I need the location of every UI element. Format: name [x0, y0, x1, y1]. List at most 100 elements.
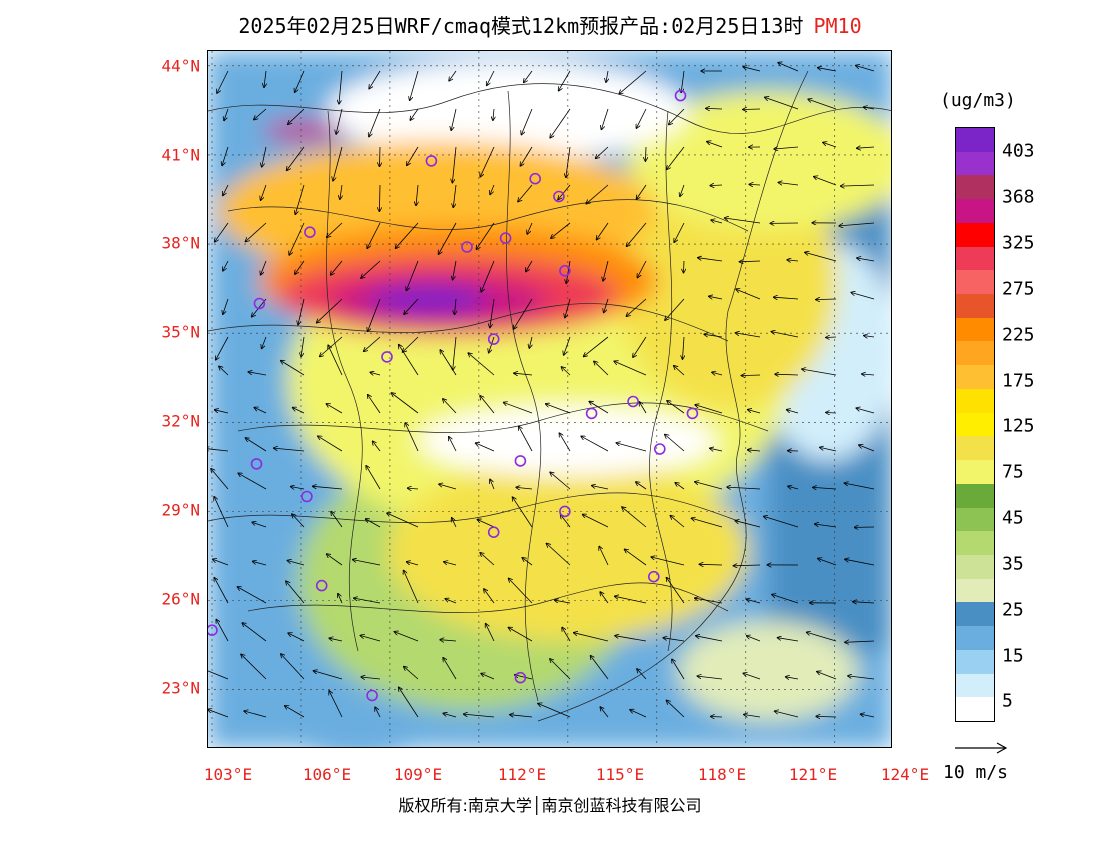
wind-vector [366, 466, 381, 490]
wind-vector [672, 659, 685, 680]
wind-vector [856, 66, 875, 72]
wind-vector [375, 707, 381, 718]
wind-vector [486, 624, 495, 642]
wind-vector [710, 448, 723, 451]
wind-vector [581, 436, 609, 452]
wind-vector [340, 184, 342, 199]
wind-vector [399, 345, 419, 376]
wind-vector [529, 336, 532, 348]
wind-vector [547, 544, 571, 566]
wind-vector [287, 561, 305, 566]
pm10-map [208, 51, 891, 747]
wind-vector [518, 184, 533, 202]
wind-vector [771, 332, 799, 338]
wind-vector [692, 518, 723, 528]
wind-vector [387, 513, 419, 528]
lon-label: 115°E [595, 765, 645, 784]
wind-vector [439, 484, 457, 490]
wind-vector [627, 222, 647, 246]
wind-vector [224, 108, 229, 120]
wind-vector [369, 70, 381, 89]
variable-name: PM10 [813, 14, 862, 38]
wind-vector [667, 578, 685, 604]
wind-vector [326, 404, 343, 414]
wind-vector [550, 659, 571, 680]
wind-vector [600, 707, 609, 718]
wind-vector [743, 67, 761, 72]
wind-vector [353, 560, 381, 566]
wind-vector [331, 512, 343, 528]
wind-vector [622, 507, 647, 528]
wind-vector [328, 345, 343, 376]
wind-vector [665, 298, 685, 320]
wind-vector [669, 108, 685, 125]
colorbar-segment [956, 436, 994, 461]
wind-vector [338, 594, 343, 604]
wind-vector [526, 260, 533, 272]
wind-vector [480, 146, 495, 177]
lon-label: 109°E [393, 765, 443, 784]
lat-label: 35°N [161, 322, 200, 342]
wind-vector [404, 571, 419, 604]
lat-label: 26°N [161, 589, 200, 609]
wind-vector [845, 641, 875, 642]
city-station-marker [425, 155, 438, 167]
wind-vector [674, 222, 685, 242]
wind-vector [818, 559, 837, 566]
wind-vector [215, 410, 229, 414]
lat-label: 38°N [161, 233, 200, 253]
wind-vector [406, 260, 419, 290]
wind-vector [405, 423, 419, 452]
wind-vector [452, 146, 457, 183]
wind-vector [599, 547, 609, 566]
wind-vector [211, 469, 229, 490]
wind-vector [601, 108, 609, 129]
wind-vector [292, 514, 305, 528]
wind-vectors [208, 63, 875, 718]
wind-vector [314, 671, 343, 680]
city-station-marker [487, 333, 500, 345]
wind-vector [408, 488, 419, 489]
wind-vector [504, 403, 533, 414]
wind-vector [604, 298, 609, 313]
wind-vector [242, 623, 267, 642]
wind-vector [651, 557, 685, 566]
wind-vector [808, 99, 837, 110]
wind-vector [318, 436, 343, 452]
colorbar-label: 125 [1002, 415, 1035, 437]
wind-vector [735, 521, 761, 528]
wind-vector [845, 559, 875, 566]
lat-label: 32°N [161, 411, 200, 431]
wind-vector [706, 108, 723, 109]
wind-vector [480, 553, 495, 566]
wind-vector [857, 147, 875, 148]
wind-vector [639, 402, 647, 414]
wind-vector [645, 146, 646, 161]
wind-vector [813, 487, 837, 489]
colorbar [955, 127, 995, 722]
wind-vector [370, 372, 381, 375]
wind-vector [489, 336, 495, 353]
wind-vector [261, 184, 267, 200]
city-station-marker [381, 351, 393, 363]
wind-vector [736, 289, 761, 300]
wind-vector [586, 184, 609, 204]
wind-vector [217, 70, 229, 93]
title-text: 2025年02月25日WRF/cmaq模式12km预报产品:02月25日13时 [238, 14, 804, 38]
wind-vector [744, 715, 761, 718]
wind-reference-label: 10 m/s [943, 762, 1009, 783]
wind-vector [826, 413, 837, 414]
wind-vector [487, 70, 495, 85]
wind-vector [215, 222, 229, 242]
wind-vector [600, 592, 609, 604]
concentration-field [208, 51, 891, 747]
wind-vector [404, 667, 419, 680]
wind-vector [313, 486, 343, 490]
city-station-marker [674, 89, 687, 102]
wind-vector [637, 184, 647, 199]
colorbar-segment [956, 531, 994, 555]
wind-vector [546, 404, 571, 414]
wind-vector [667, 146, 685, 169]
wind-vector [521, 108, 533, 135]
wind-vector [464, 714, 495, 718]
